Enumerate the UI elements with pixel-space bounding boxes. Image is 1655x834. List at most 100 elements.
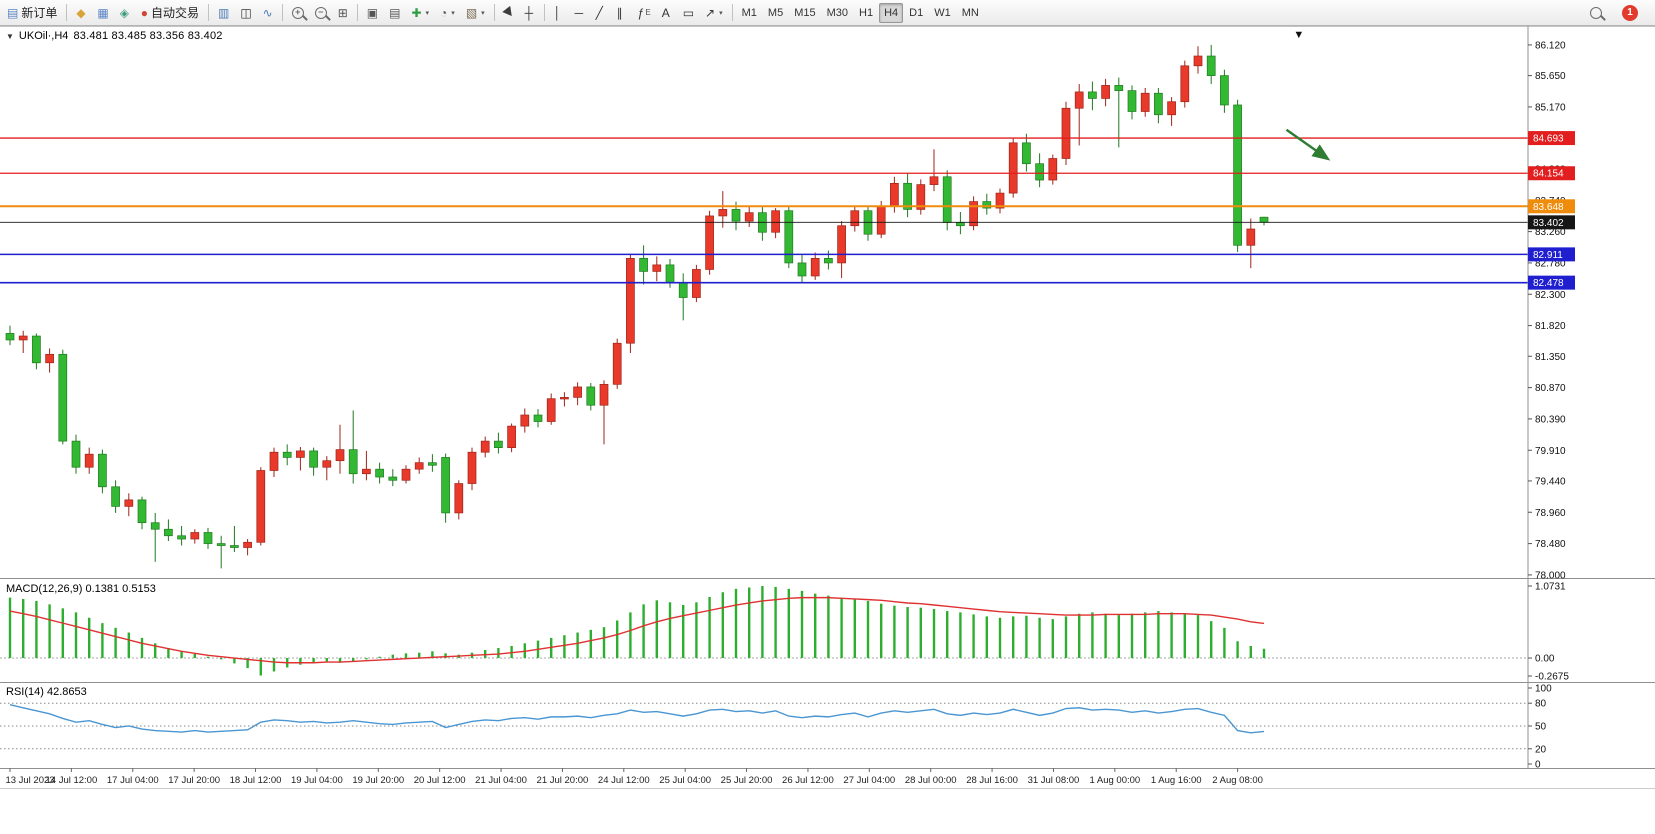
new-chart-button[interactable]: ✚ ▾ — [406, 3, 434, 23]
arrows-dropdown-icon[interactable]: ▾ — [719, 9, 723, 17]
top-marker-icon[interactable]: ▼ — [1293, 29, 1304, 41]
navigator-button[interactable]: ◈ — [115, 3, 135, 23]
text-button[interactable]: A — [657, 3, 677, 23]
zoom-in-button[interactable]: + — [287, 3, 309, 23]
market-watch-button[interactable]: ◆ — [71, 3, 91, 23]
chart-bars-icon: ▥ — [217, 5, 230, 20]
tf-m5-button[interactable]: M5 — [763, 3, 788, 23]
zoom-in-icon: + — [291, 6, 304, 19]
trendline-button[interactable]: ╱ — [591, 3, 611, 23]
svg-text:28 Jul 00:00: 28 Jul 00:00 — [905, 775, 957, 786]
cascade-windows-button[interactable]: ▣ — [362, 3, 383, 23]
tf-d1-button[interactable]: D1 — [904, 3, 928, 23]
periods-icon: ◔ — [440, 5, 448, 20]
svg-text:80: 80 — [1535, 699, 1547, 710]
svg-text:31 Jul 08:00: 31 Jul 08:00 — [1028, 775, 1080, 786]
svg-text:19 Jul 04:00: 19 Jul 04:00 — [291, 775, 343, 786]
zoom-out-icon: − — [314, 6, 327, 19]
svg-text:80.390: 80.390 — [1535, 414, 1566, 425]
tf-h1-button[interactable]: H1 — [854, 3, 878, 23]
cascade-windows-icon: ▣ — [366, 5, 379, 20]
tf-d1-label: D1 — [909, 6, 924, 19]
svg-text:84.693: 84.693 — [1533, 134, 1564, 145]
templates-button[interactable]: ▧ ▾ — [461, 3, 490, 23]
tf-mn-label: MN — [961, 6, 979, 19]
autotrading-icon: ● — [140, 5, 148, 20]
macd-axis: 1.0731 0.00 -0.2675 — [1528, 582, 1569, 683]
svg-text:-0.2675: -0.2675 — [1535, 672, 1569, 683]
chart-line-button[interactable]: ∿ — [258, 3, 278, 23]
vertical-line-button[interactable]: │ — [549, 3, 569, 23]
svg-text:81.820: 81.820 — [1535, 321, 1566, 332]
toolbar-separator — [493, 4, 495, 21]
tf-m1-button[interactable]: M1 — [737, 3, 762, 23]
autotrading-button[interactable]: ● 自动交易 — [136, 3, 204, 23]
tf-h4-button[interactable]: H4 — [879, 2, 904, 23]
new-chart-icon: ✚ — [411, 5, 422, 20]
svg-text:82.911: 82.911 — [1533, 250, 1563, 261]
search-button[interactable] — [1585, 3, 1607, 23]
tf-m15-button[interactable]: M15 — [789, 3, 820, 23]
channel-icon: ∥ — [616, 5, 623, 20]
toolbar-separator — [281, 4, 283, 21]
new-chart-dropdown-icon[interactable]: ▾ — [425, 9, 430, 17]
periods-dropdown-icon[interactable]: ▾ — [451, 9, 455, 17]
svg-text:20 Jul 12:00: 20 Jul 12:00 — [414, 775, 466, 786]
text-label-icon: ▭ — [682, 5, 695, 20]
arrows-icon: ↗ — [705, 5, 716, 20]
tf-m1-label: M1 — [741, 6, 757, 19]
svg-text:21 Jul 04:00: 21 Jul 04:00 — [475, 775, 527, 786]
macd-histogram — [8, 586, 1266, 676]
text-icon: A — [661, 5, 670, 20]
rsi-axis: 100 80 50 20 0 — [1528, 684, 1552, 771]
cursor-button[interactable] — [499, 3, 519, 23]
chart-candles-button[interactable]: ◫ — [235, 3, 256, 23]
price-badge-83.402: 83.402 — [1528, 215, 1575, 230]
tile-windows-button[interactable]: ⊞ — [333, 3, 353, 23]
horizontal-line-icon: ─ — [574, 5, 584, 20]
svg-text:80.870: 80.870 — [1535, 383, 1566, 394]
text-label-button[interactable]: ▭ — [678, 3, 699, 23]
svg-text:1.0731: 1.0731 — [1535, 582, 1566, 593]
svg-text:82.780: 82.780 — [1535, 258, 1566, 269]
svg-text:81.350: 81.350 — [1535, 352, 1566, 363]
crosshair-icon: ┼ — [524, 5, 534, 20]
tf-m30-button[interactable]: M30 — [822, 3, 853, 23]
svg-text:1 Aug 00:00: 1 Aug 00:00 — [1089, 775, 1140, 786]
horizontal-line-button[interactable]: ─ — [570, 3, 590, 23]
tf-h1-label: H1 — [859, 6, 874, 19]
new-order-button[interactable]: ▤ 新订单 — [2, 3, 62, 23]
channel-button[interactable]: ∥ — [612, 3, 632, 23]
templates-dropdown-icon[interactable]: ▾ — [481, 9, 485, 17]
chart-bars-button[interactable]: ▥ — [213, 3, 234, 23]
data-window-icon: ▦ — [97, 5, 109, 20]
navigator-icon: ◈ — [119, 5, 129, 20]
arrange-windows-button[interactable]: ▤ — [384, 3, 405, 23]
svg-text:0: 0 — [1535, 760, 1541, 771]
new-order-label: 新订单 — [21, 6, 58, 20]
chart-canvas[interactable]: ▼86.12085.65085.17084.70084.22083.74083.… — [0, 26, 1655, 834]
zoom-out-button[interactable]: − — [310, 3, 332, 23]
candlesticks — [5, 44, 1269, 569]
svg-text:100: 100 — [1535, 684, 1552, 695]
arrows-button[interactable]: ↗ ▾ — [700, 3, 728, 23]
arrow-annotation[interactable] — [1285, 128, 1331, 161]
chart-window: ▼86.12085.65085.17084.70084.22083.74083.… — [0, 26, 1655, 834]
price-badge-83.648: 83.648 — [1528, 199, 1575, 214]
svg-text:78.000: 78.000 — [1535, 570, 1566, 581]
periods-button[interactable]: ◔ ▾ — [435, 3, 460, 23]
tf-mn-button[interactable]: MN — [957, 3, 984, 23]
svg-text:82.300: 82.300 — [1535, 290, 1566, 301]
data-window-button[interactable]: ▦ — [92, 3, 113, 23]
collapse-chart-icon[interactable]: ▼ — [6, 31, 14, 41]
tile-windows-icon: ⊞ — [337, 5, 348, 20]
svg-text:17 Jul 20:00: 17 Jul 20:00 — [168, 775, 220, 786]
notifications-button[interactable]: 1 — [1617, 3, 1643, 23]
rsi-indicator-label: RSI(14) 42.8653 — [6, 686, 87, 698]
vertical-line-icon: │ — [553, 5, 562, 20]
svg-text:14 Jul 12:00: 14 Jul 12:00 — [45, 775, 97, 786]
crosshair-button[interactable]: ┼ — [520, 3, 540, 23]
tf-w1-button[interactable]: W1 — [929, 3, 956, 23]
